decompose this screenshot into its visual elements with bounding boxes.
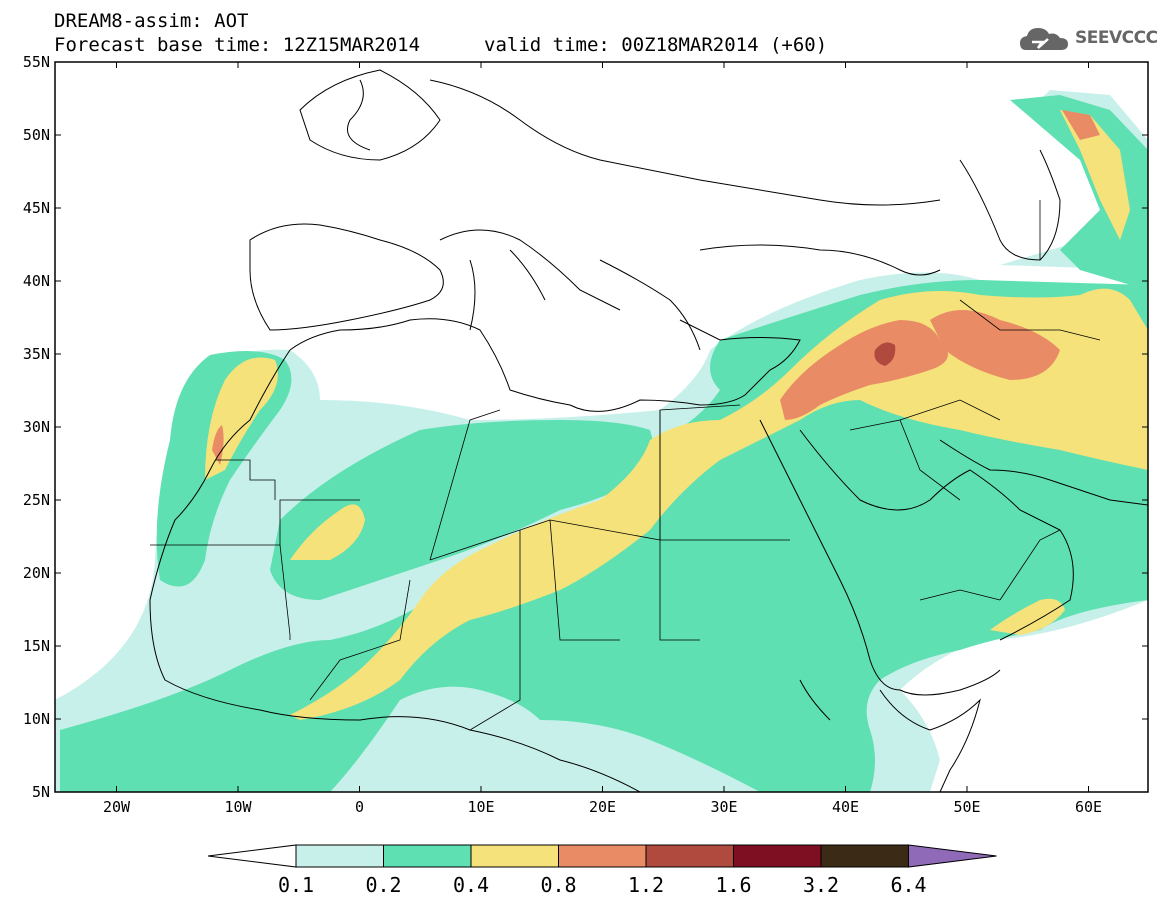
lat-label: 10N bbox=[23, 710, 50, 728]
aot-contour-0.4-north bbox=[1060, 110, 1130, 240]
forecast-base-time: Forecast base time: 12Z15MAR2014 bbox=[54, 34, 421, 56]
colorbar-label: 3.2 bbox=[803, 873, 839, 897]
lon-label: 10E bbox=[467, 798, 494, 816]
latitude-axis: 55N 50N 45N 40N 35N 30N 25N 20N 15N 10N 5N bbox=[23, 53, 1148, 801]
aot-contour-0.2-south bbox=[270, 420, 654, 600]
lat-label: 5N bbox=[32, 783, 50, 801]
map-title: DREAM8-assim: AOT bbox=[54, 10, 249, 32]
lon-label: 20W bbox=[103, 798, 131, 816]
lon-label: 60E bbox=[1075, 798, 1102, 816]
lon-label: 30E bbox=[710, 798, 737, 816]
colorbar-label: 0.4 bbox=[453, 873, 489, 897]
colorbar-segment bbox=[820, 844, 909, 868]
logo-text: SEEVCCC bbox=[1075, 28, 1158, 48]
colorbar-segment bbox=[295, 844, 384, 868]
lat-label: 35N bbox=[23, 345, 50, 363]
coastlines bbox=[149, 69, 1148, 792]
colorbar-segment bbox=[383, 844, 472, 868]
borders bbox=[150, 200, 1101, 731]
colorbar-segment bbox=[645, 844, 734, 868]
lat-label: 25N bbox=[23, 491, 50, 509]
aot-contour-1.2 bbox=[874, 342, 896, 366]
longitude-axis: 20W 10W 0 10E 20E 30E 40E 50E 60E bbox=[103, 62, 1102, 816]
colorbar-segment bbox=[908, 844, 997, 868]
lat-label: 50N bbox=[23, 126, 50, 144]
lon-label: 40E bbox=[832, 798, 859, 816]
colorbar-label: 0.8 bbox=[540, 873, 576, 897]
lat-label: 45N bbox=[23, 199, 50, 217]
colorbar-segment bbox=[558, 844, 647, 868]
lat-label: 20N bbox=[23, 564, 50, 582]
lat-label: 15N bbox=[23, 637, 50, 655]
colorbar-segment bbox=[733, 844, 822, 868]
lat-label: 40N bbox=[23, 272, 50, 290]
lat-label: 30N bbox=[23, 418, 50, 436]
lon-label: 0 bbox=[355, 798, 364, 816]
lat-label: 55N bbox=[23, 53, 50, 71]
colorbar-label: 1.2 bbox=[628, 873, 664, 897]
colorbar-label: 0.2 bbox=[365, 873, 401, 897]
lon-label: 10W bbox=[224, 798, 252, 816]
colorbar: 0.1 0.2 0.4 0.8 1.2 1.6 3.2 6.4 bbox=[207, 844, 997, 897]
aot-contours bbox=[55, 90, 1148, 792]
lon-label: 20E bbox=[589, 798, 616, 816]
aot-contour-0.8-morocco bbox=[212, 425, 224, 465]
colorbar-segment bbox=[207, 844, 297, 868]
aot-contour-0.4-arabia bbox=[990, 598, 1065, 635]
lon-label: 50E bbox=[953, 798, 980, 816]
colorbar-label: 0.1 bbox=[278, 873, 314, 897]
aot-contour-0.8 bbox=[780, 320, 948, 420]
aot-contour-0.8-north bbox=[1062, 110, 1100, 140]
aot-contour-0.4-west bbox=[205, 357, 278, 480]
seevccc-logo: SEEVCCC bbox=[1018, 22, 1158, 56]
cloud-icon bbox=[1020, 28, 1068, 50]
colorbar-segment bbox=[470, 844, 559, 868]
aot-contour-0.4-sahel bbox=[290, 504, 365, 560]
colorbar-label: 1.6 bbox=[715, 873, 751, 897]
valid-time: valid time: 00Z18MAR2014 (+60) bbox=[484, 34, 828, 56]
aot-contour-0.4-main bbox=[290, 288, 1148, 720]
aot-contour-0.8-iran bbox=[930, 310, 1060, 380]
colorbar-label: 6.4 bbox=[890, 873, 926, 897]
